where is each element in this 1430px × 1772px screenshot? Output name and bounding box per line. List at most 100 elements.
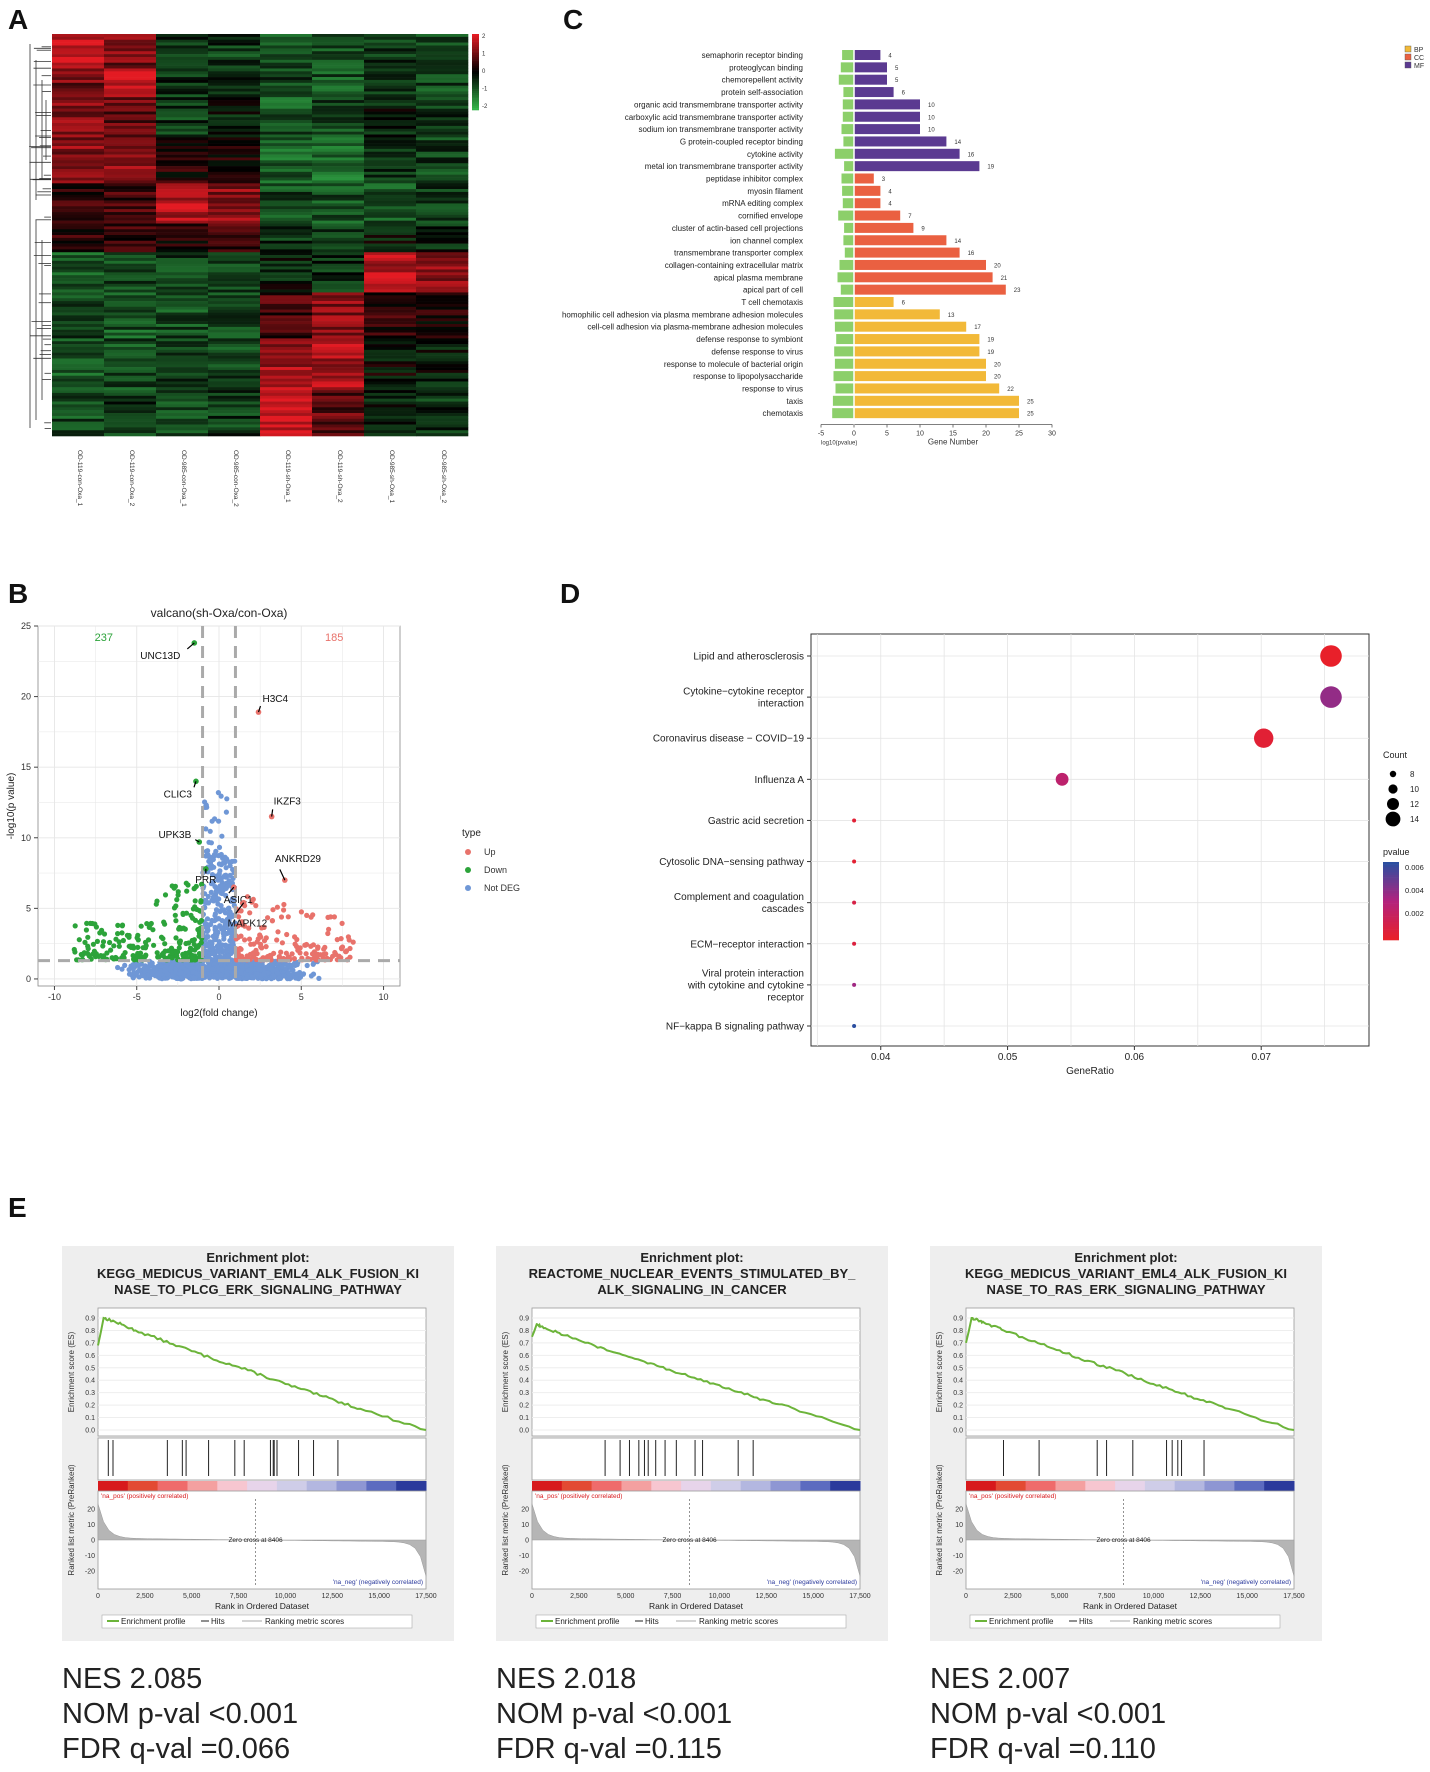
heatmap-cell bbox=[416, 148, 469, 153]
heatmap-cell bbox=[52, 85, 105, 89]
metric-tick-label: -20 bbox=[85, 1569, 95, 1576]
heatmap-cell bbox=[104, 321, 157, 325]
es-tick-label: 0.3 bbox=[953, 1390, 963, 1397]
heatmap-cell bbox=[208, 398, 261, 402]
notdeg-point bbox=[157, 971, 163, 977]
heatmap-cell bbox=[156, 255, 209, 259]
legend-label: Enrichment profile bbox=[121, 1617, 186, 1626]
heatmap-cell bbox=[416, 243, 469, 247]
heatmap-cell bbox=[104, 85, 157, 89]
notdeg-point bbox=[226, 878, 232, 884]
zero-cross-label: Zero cross at 8406 bbox=[662, 1537, 717, 1544]
heatmap-cell bbox=[416, 367, 469, 371]
heatmap-cell bbox=[156, 34, 209, 38]
category-label: chemotaxis bbox=[763, 409, 803, 418]
notdeg-point bbox=[212, 816, 218, 822]
notdeg-point bbox=[218, 972, 224, 978]
heatmap-cell bbox=[52, 91, 105, 95]
heatmap-cell bbox=[260, 105, 313, 109]
category-label: response to molecule of bacterial origin bbox=[664, 360, 803, 369]
heatmap-cell bbox=[52, 269, 105, 273]
heatmap-cell bbox=[312, 375, 365, 379]
heatmap-cell bbox=[364, 220, 417, 224]
heatmap-cell bbox=[52, 143, 105, 147]
colorbar-segment bbox=[472, 49, 479, 52]
bar-value-label: 13 bbox=[948, 313, 955, 319]
heatmap-cell bbox=[364, 117, 417, 121]
rank-tick-label: 0 bbox=[530, 1593, 534, 1600]
down-point bbox=[135, 950, 141, 957]
colorbar-segment bbox=[472, 94, 479, 97]
heatmap-cell bbox=[416, 335, 469, 339]
heatmap-cell bbox=[208, 361, 261, 365]
heatmap-cell bbox=[156, 390, 209, 394]
plot-title: REACTOME_NUCLEAR_EVENTS_STIMULATED_BY_ bbox=[529, 1266, 857, 1281]
colorbar-segment bbox=[472, 81, 479, 84]
gene-number-bar bbox=[854, 185, 881, 196]
heatmap-cell bbox=[312, 424, 365, 428]
es-tick-label: 0.4 bbox=[85, 1378, 95, 1385]
gsea-stats-1: NES 2.085 NOM p-val <0.001 FDR q-val =0.… bbox=[62, 1662, 298, 1767]
es-tick-label: 0.2 bbox=[953, 1403, 963, 1410]
heatmap-cell bbox=[364, 349, 417, 354]
x-tick-label: 20 bbox=[982, 431, 990, 438]
gsea-plot-2: Enrichment plot:REACTOME_NUCLEAR_EVENTS_… bbox=[496, 1246, 888, 1641]
heatmap-cell bbox=[104, 131, 157, 135]
es-tick-label: 0.7 bbox=[85, 1340, 95, 1347]
heatmap-cell bbox=[208, 295, 261, 299]
heatmap-cell bbox=[208, 171, 261, 175]
heatmap-cell bbox=[104, 102, 157, 107]
color-legend-label: 0.006 bbox=[1405, 863, 1424, 872]
heatmap-cell bbox=[260, 56, 313, 61]
legend-dot bbox=[465, 849, 471, 855]
gene-number-bar bbox=[854, 247, 960, 258]
metric-tick-label: -10 bbox=[953, 1553, 963, 1560]
heatmap-cell bbox=[52, 309, 105, 313]
heatmap-cell bbox=[312, 100, 365, 104]
heatmap-cell bbox=[156, 298, 209, 302]
heatmap-cell bbox=[104, 217, 157, 221]
heatmap-cell bbox=[52, 298, 105, 302]
heatmap-cell bbox=[260, 166, 313, 170]
heatmap-cell bbox=[104, 48, 157, 52]
heatmap-cell bbox=[156, 51, 209, 55]
heatmap-cell bbox=[312, 280, 365, 285]
gene-label: UPK3B bbox=[158, 830, 191, 841]
heatmap-cell bbox=[156, 361, 209, 365]
heatmap-cell bbox=[312, 108, 365, 112]
heatmap-cell bbox=[208, 232, 261, 236]
color-legend-segment bbox=[1383, 877, 1399, 881]
heatmap-cell bbox=[52, 148, 105, 153]
heatmap-cell bbox=[156, 168, 209, 173]
plot-area bbox=[810, 633, 1370, 1047]
heatmap-cell bbox=[364, 372, 417, 376]
up-point bbox=[304, 912, 310, 918]
heatmap-cell bbox=[104, 105, 157, 109]
colorbar-segment bbox=[472, 89, 479, 92]
heatmap-cell bbox=[312, 217, 365, 221]
heatmap-cell bbox=[364, 355, 417, 359]
heatmap-cell bbox=[312, 171, 365, 175]
bar-value-label: 22 bbox=[1007, 387, 1014, 393]
heatmap-cell bbox=[312, 180, 365, 184]
ranking-metric-area bbox=[965, 1503, 1295, 1577]
neg-log-pvalue-bar bbox=[834, 346, 854, 357]
bar-value-label: 25 bbox=[1027, 399, 1034, 405]
heatmap-cell bbox=[208, 255, 261, 259]
gene-label-leader bbox=[186, 642, 195, 650]
notdeg-point bbox=[222, 854, 228, 860]
heatmap-cell bbox=[52, 235, 105, 239]
heatmap-cell bbox=[260, 252, 313, 256]
heatmap-cell bbox=[208, 355, 261, 359]
notdeg-point bbox=[223, 885, 229, 891]
heatmap-cell bbox=[104, 367, 157, 371]
down-point bbox=[78, 951, 84, 958]
heatmap-cell bbox=[312, 125, 365, 130]
heatmap-cell bbox=[364, 102, 417, 107]
es-tick-label: 0.6 bbox=[85, 1353, 95, 1360]
heatmap-cell bbox=[364, 212, 417, 216]
heatmap-cell bbox=[260, 246, 313, 250]
heatmap-cell bbox=[416, 74, 469, 78]
bar-value-label: 3 bbox=[882, 177, 886, 183]
gene-label: CLIC3 bbox=[164, 789, 193, 800]
